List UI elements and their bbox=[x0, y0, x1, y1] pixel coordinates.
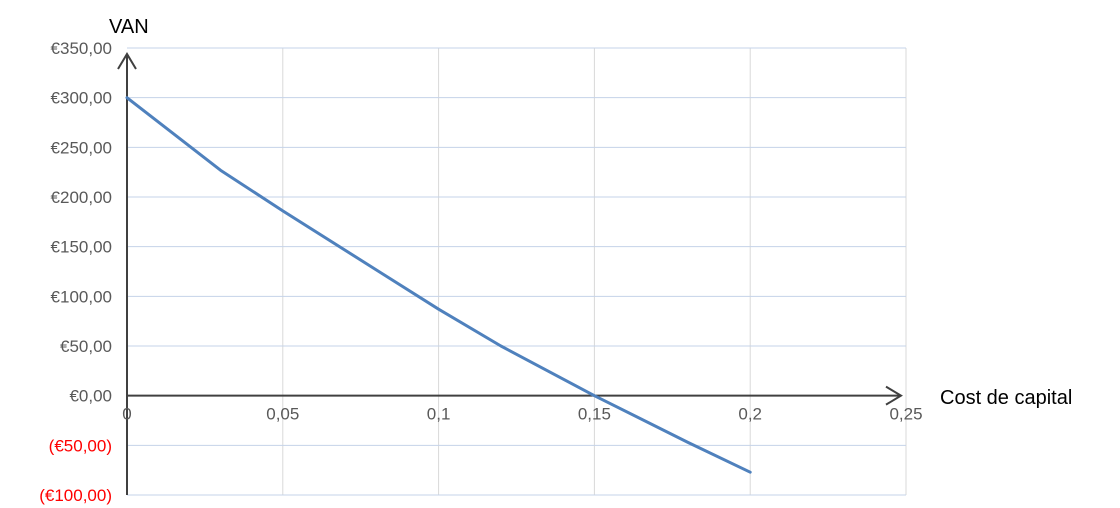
x-tick-label: 0,05 bbox=[266, 405, 299, 424]
y-tick-label: €300,00 bbox=[51, 89, 112, 108]
x-axis-arrow bbox=[885, 385, 903, 406]
y-tick-label: €250,00 bbox=[51, 138, 112, 157]
axes bbox=[117, 52, 903, 495]
y-tick-label: €100,00 bbox=[51, 287, 112, 306]
y-axis-arrow bbox=[117, 52, 137, 70]
x-tick-labels: 0 0,05 0,1 0,15 0,2 0,25 bbox=[122, 405, 922, 424]
x-axis-title: Cost de capital bbox=[940, 387, 1072, 409]
x-tick-label: 0,15 bbox=[578, 405, 611, 424]
y-tick-label: €350,00 bbox=[51, 39, 112, 58]
y-tick-label: €50,00 bbox=[60, 337, 112, 356]
y-axis-title: VAN bbox=[109, 16, 149, 38]
x-tick-label: 0,1 bbox=[427, 405, 451, 424]
x-tick-label: 0,25 bbox=[889, 405, 922, 424]
gridlines bbox=[127, 47, 907, 496]
y-tick-label: (€50,00) bbox=[49, 436, 112, 455]
x-tick-label: 0 bbox=[122, 405, 131, 424]
x-tick-label: 0,2 bbox=[738, 405, 762, 424]
series-layer bbox=[125, 96, 752, 474]
y-tick-labels: (€100,00) (€50,00) €0,00 €50,00 €100,00 €150,… bbox=[39, 39, 112, 505]
y-tick-label: (€100,00) bbox=[39, 486, 112, 505]
y-tick-label: €0,00 bbox=[69, 387, 112, 406]
series-line bbox=[125, 96, 752, 474]
y-tick-label: €200,00 bbox=[51, 188, 112, 207]
y-tick-label: €150,00 bbox=[51, 238, 112, 257]
